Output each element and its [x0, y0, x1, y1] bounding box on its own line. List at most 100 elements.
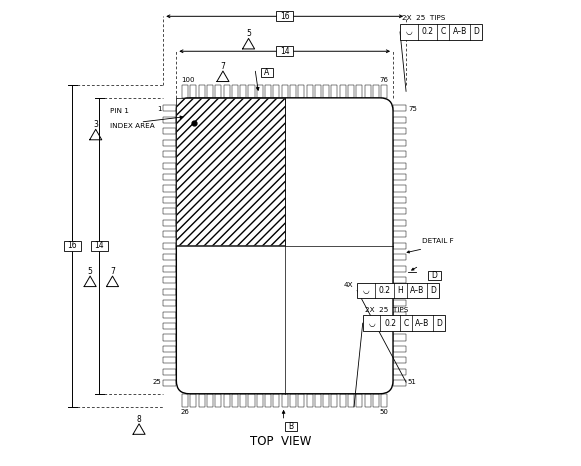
- Text: ◡: ◡: [363, 286, 370, 295]
- Bar: [365, 85, 371, 98]
- Bar: [393, 346, 406, 352]
- Bar: [163, 266, 176, 272]
- Bar: [207, 85, 213, 98]
- Text: A: A: [264, 68, 270, 77]
- Bar: [356, 85, 363, 98]
- Bar: [393, 140, 406, 146]
- Bar: [393, 254, 406, 260]
- Text: TOP  VIEW: TOP VIEW: [250, 435, 312, 448]
- Bar: [331, 394, 338, 407]
- Bar: [182, 85, 188, 98]
- Bar: [163, 357, 176, 363]
- Bar: [393, 185, 406, 192]
- Text: H: H: [397, 286, 403, 295]
- Text: 51: 51: [408, 379, 417, 385]
- Bar: [315, 85, 321, 98]
- Bar: [393, 312, 406, 318]
- Bar: [393, 208, 406, 214]
- Bar: [393, 277, 406, 283]
- Bar: [265, 85, 271, 98]
- Text: 50: 50: [379, 409, 388, 415]
- Bar: [356, 394, 363, 407]
- Bar: [191, 85, 196, 98]
- Bar: [323, 394, 329, 407]
- Bar: [331, 85, 338, 98]
- Bar: [340, 394, 346, 407]
- Bar: [224, 85, 229, 98]
- Bar: [400, 24, 482, 40]
- Text: 14: 14: [280, 47, 289, 56]
- Bar: [393, 163, 406, 169]
- Text: 8: 8: [137, 415, 141, 424]
- Text: C: C: [441, 27, 446, 36]
- Bar: [428, 271, 440, 280]
- Text: D: D: [432, 271, 437, 280]
- Bar: [393, 243, 406, 249]
- Bar: [307, 85, 313, 98]
- Bar: [285, 422, 297, 431]
- Bar: [282, 85, 288, 98]
- Text: C: C: [403, 319, 408, 328]
- Bar: [163, 288, 176, 295]
- Text: 75: 75: [408, 106, 417, 112]
- Text: 3: 3: [94, 120, 98, 129]
- Bar: [273, 85, 279, 98]
- Bar: [393, 288, 406, 295]
- Bar: [163, 346, 176, 352]
- Text: ◡: ◡: [406, 27, 412, 36]
- Bar: [163, 300, 176, 306]
- Bar: [373, 85, 379, 98]
- Bar: [249, 85, 254, 98]
- Bar: [348, 85, 354, 98]
- Bar: [163, 369, 176, 375]
- Bar: [340, 85, 346, 98]
- Text: 16: 16: [280, 12, 289, 21]
- Bar: [163, 128, 176, 134]
- Bar: [163, 231, 176, 237]
- Bar: [163, 151, 176, 157]
- Bar: [290, 394, 296, 407]
- Text: 14: 14: [95, 241, 104, 250]
- Bar: [163, 323, 176, 329]
- Bar: [393, 323, 406, 329]
- Text: 25: 25: [153, 379, 162, 385]
- Bar: [224, 394, 229, 407]
- Bar: [393, 174, 406, 180]
- Bar: [307, 394, 313, 407]
- Text: 16: 16: [67, 241, 77, 250]
- Bar: [163, 185, 176, 192]
- Text: D: D: [473, 27, 479, 36]
- Text: 26: 26: [181, 409, 190, 415]
- Bar: [298, 85, 304, 98]
- Bar: [393, 357, 406, 363]
- Text: D: D: [430, 286, 436, 295]
- Bar: [393, 151, 406, 157]
- Bar: [393, 300, 406, 306]
- Bar: [216, 85, 221, 98]
- Text: 5: 5: [246, 29, 251, 38]
- Bar: [393, 335, 406, 341]
- Bar: [277, 46, 293, 56]
- Text: A–B: A–B: [453, 27, 467, 36]
- Bar: [393, 266, 406, 272]
- Bar: [191, 394, 196, 407]
- Bar: [315, 394, 321, 407]
- Text: 7: 7: [110, 267, 115, 276]
- Bar: [207, 394, 213, 407]
- Text: 1: 1: [157, 106, 162, 112]
- Bar: [357, 283, 439, 298]
- Bar: [393, 380, 406, 386]
- Text: INDEX AREA: INDEX AREA: [110, 123, 155, 130]
- Bar: [257, 85, 263, 98]
- Bar: [393, 369, 406, 375]
- Bar: [381, 394, 388, 407]
- Text: 0.2: 0.2: [421, 27, 433, 36]
- Bar: [216, 394, 221, 407]
- Bar: [163, 243, 176, 249]
- Bar: [393, 116, 406, 123]
- Bar: [232, 85, 238, 98]
- Bar: [298, 394, 304, 407]
- Text: 100: 100: [181, 77, 195, 83]
- Bar: [348, 394, 354, 407]
- Bar: [91, 240, 108, 251]
